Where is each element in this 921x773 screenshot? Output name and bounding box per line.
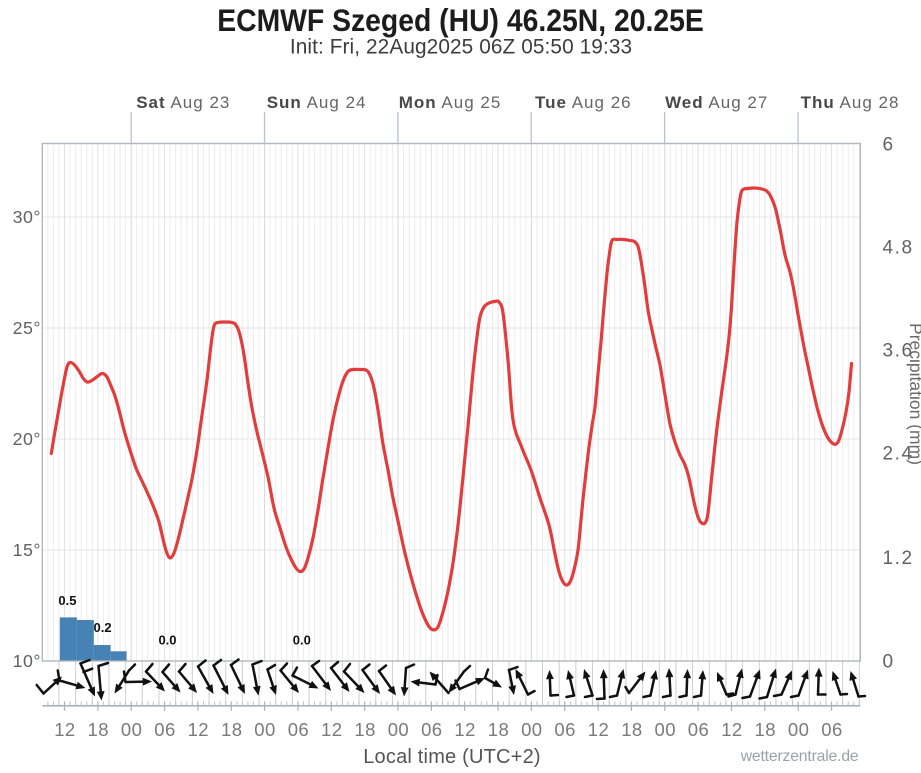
svg-text:ECMWF Szeged (HU) 46.25N, 20.2: ECMWF Szeged (HU) 46.25N, 20.25E xyxy=(217,3,704,38)
svg-text:Sat Aug 23: Sat Aug 23 xyxy=(136,93,230,112)
svg-text:12: 12 xyxy=(588,719,609,740)
svg-text:00: 00 xyxy=(121,719,142,740)
svg-text:0.0: 0.0 xyxy=(158,633,176,648)
svg-text:00: 00 xyxy=(254,719,275,740)
svg-text:00: 00 xyxy=(788,719,809,740)
svg-text:18: 18 xyxy=(488,719,509,740)
svg-text:12: 12 xyxy=(321,719,342,740)
svg-text:Wed Aug 27: Wed Aug 27 xyxy=(665,93,768,112)
svg-text:06: 06 xyxy=(421,719,442,740)
svg-text:0.0: 0.0 xyxy=(293,633,311,648)
svg-text:Local time (UTC+2): Local time (UTC+2) xyxy=(363,746,541,768)
svg-text:30°: 30° xyxy=(13,207,41,227)
svg-text:18: 18 xyxy=(354,719,375,740)
svg-text:00: 00 xyxy=(388,719,409,740)
svg-text:25°: 25° xyxy=(13,318,41,338)
svg-text:12: 12 xyxy=(188,719,209,740)
svg-text:15°: 15° xyxy=(13,540,41,560)
svg-text:Thu Aug 28: Thu Aug 28 xyxy=(801,93,900,112)
svg-text:06: 06 xyxy=(688,719,709,740)
svg-text:06: 06 xyxy=(288,719,309,740)
svg-text:wetterzentrale.de: wetterzentrale.de xyxy=(740,748,859,765)
svg-text:10°: 10° xyxy=(13,651,41,671)
svg-text:Tue Aug 26: Tue Aug 26 xyxy=(535,93,632,112)
svg-text:18: 18 xyxy=(221,719,242,740)
svg-text:0.5: 0.5 xyxy=(58,593,76,608)
svg-text:18: 18 xyxy=(621,719,642,740)
svg-text:Precipitation (mm): Precipitation (mm) xyxy=(906,323,921,465)
svg-text:Sun Aug 24: Sun Aug 24 xyxy=(267,93,367,112)
svg-text:06: 06 xyxy=(154,719,175,740)
svg-text:0.2: 0.2 xyxy=(94,620,112,635)
svg-text:6: 6 xyxy=(883,135,895,156)
svg-text:18: 18 xyxy=(88,719,109,740)
svg-text:1.2: 1.2 xyxy=(883,548,914,569)
svg-text:00: 00 xyxy=(521,719,542,740)
svg-text:Mon Aug 25: Mon Aug 25 xyxy=(399,93,502,112)
svg-text:06: 06 xyxy=(821,719,842,740)
svg-text:20°: 20° xyxy=(13,429,41,449)
svg-text:00: 00 xyxy=(655,719,676,740)
svg-text:Init: Fri, 22Aug2025 06Z 05:50: Init: Fri, 22Aug2025 06Z 05:50 19:33 xyxy=(290,36,632,59)
svg-text:0: 0 xyxy=(883,652,895,673)
svg-text:06: 06 xyxy=(554,719,575,740)
svg-text:4.8: 4.8 xyxy=(883,238,914,259)
svg-text:12: 12 xyxy=(454,719,475,740)
svg-text:12: 12 xyxy=(721,719,742,740)
svg-text:18: 18 xyxy=(755,719,776,740)
svg-text:12: 12 xyxy=(54,719,75,740)
